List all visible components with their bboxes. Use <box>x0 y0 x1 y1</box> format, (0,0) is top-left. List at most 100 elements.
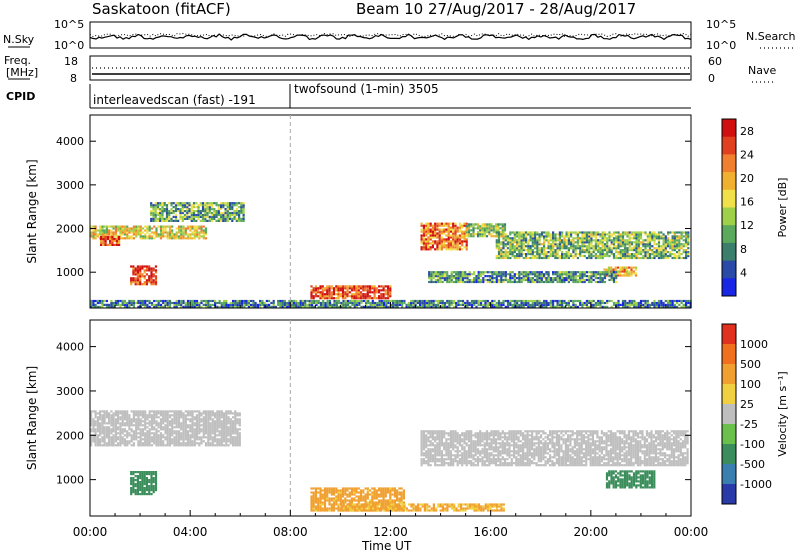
data-cell <box>159 217 162 220</box>
data-cell <box>520 245 523 248</box>
data-cell <box>500 254 503 258</box>
data-cell <box>488 277 492 280</box>
data-cell <box>425 238 428 241</box>
data-cell <box>186 204 189 207</box>
data-cell <box>606 273 609 276</box>
data-cell <box>312 287 315 290</box>
data-cell <box>552 273 555 276</box>
data-cell <box>428 305 431 308</box>
data-cell <box>96 434 99 437</box>
data-cell <box>112 438 115 441</box>
data-cell <box>516 247 519 250</box>
data-cell <box>637 233 640 236</box>
data-cell <box>477 277 480 280</box>
data-cell <box>448 277 451 280</box>
data-cell <box>664 237 667 240</box>
data-cell <box>601 305 604 308</box>
data-cell <box>229 303 232 306</box>
data-cell <box>432 273 435 276</box>
data-cell <box>108 229 111 232</box>
data-cell <box>619 274 622 277</box>
data-cell <box>96 416 99 419</box>
data-cell <box>585 271 588 274</box>
data-cell <box>123 225 126 228</box>
data-cell <box>105 412 108 415</box>
data-cell <box>202 426 205 429</box>
data-cell <box>207 299 210 303</box>
data-cell <box>141 442 144 445</box>
power-feature <box>130 265 158 286</box>
data-cell <box>570 235 573 238</box>
data-cell <box>576 237 579 240</box>
data-cell <box>348 295 351 298</box>
data-cell <box>143 475 146 478</box>
data-cell <box>175 434 178 437</box>
data-cell <box>104 243 107 246</box>
data-cell <box>317 289 320 292</box>
data-cell <box>558 280 561 284</box>
data-cell <box>154 479 158 482</box>
data-cell <box>134 269 137 272</box>
data-cell <box>145 471 148 474</box>
data-cell <box>134 273 137 276</box>
data-cell <box>90 422 93 425</box>
data-cell <box>522 233 525 236</box>
data-cell <box>163 210 166 213</box>
data-cell <box>155 442 158 445</box>
data-cell <box>159 438 163 441</box>
data-cell <box>599 278 602 282</box>
data-cell <box>207 418 210 421</box>
data-cell <box>119 444 122 447</box>
data-cell <box>685 233 688 236</box>
data-cell <box>99 438 102 441</box>
data-cell <box>103 428 106 431</box>
data-cell <box>90 442 93 445</box>
data-cell <box>536 239 539 242</box>
data-cell <box>466 273 469 276</box>
data-cell <box>223 412 226 415</box>
data-cell <box>531 231 534 234</box>
data-cell <box>105 233 108 236</box>
data-cell <box>193 231 196 234</box>
data-cell <box>601 280 604 284</box>
data-cell <box>159 229 163 232</box>
data-cell <box>476 231 480 234</box>
data-cell <box>556 237 559 240</box>
data-cell <box>581 271 584 274</box>
data-cell <box>137 440 140 443</box>
data-cell <box>114 438 117 441</box>
data-cell <box>525 245 528 248</box>
data-cell <box>619 235 622 238</box>
data-cell <box>612 253 616 256</box>
data-cell <box>200 301 203 305</box>
data-cell <box>290 301 293 305</box>
data-cell <box>425 305 428 308</box>
data-cell <box>545 278 548 282</box>
data-cell <box>110 303 113 306</box>
data-cell <box>572 249 575 252</box>
data-cell <box>112 412 115 415</box>
data-cell <box>148 225 151 228</box>
data-cell <box>439 278 442 282</box>
data-cell <box>434 280 437 284</box>
data-cell <box>445 248 448 251</box>
data-cell <box>234 412 237 415</box>
data-cell <box>630 266 633 269</box>
data-cell <box>204 416 208 419</box>
data-cell <box>146 414 149 417</box>
data-cell <box>567 299 570 303</box>
data-cell <box>234 410 237 413</box>
data-cell <box>630 254 634 258</box>
station-title: Saskatoon (fitACF) <box>92 0 231 18</box>
data-cell <box>545 303 548 306</box>
data-cell <box>152 206 155 209</box>
data-cell <box>136 279 139 282</box>
data-cell <box>204 233 208 236</box>
data-cell <box>171 422 174 425</box>
data-cell <box>536 251 539 254</box>
data-cell <box>504 271 507 274</box>
data-cell <box>94 303 97 306</box>
data-cell <box>682 243 685 246</box>
data-cell <box>549 278 552 282</box>
data-cell <box>673 303 676 306</box>
